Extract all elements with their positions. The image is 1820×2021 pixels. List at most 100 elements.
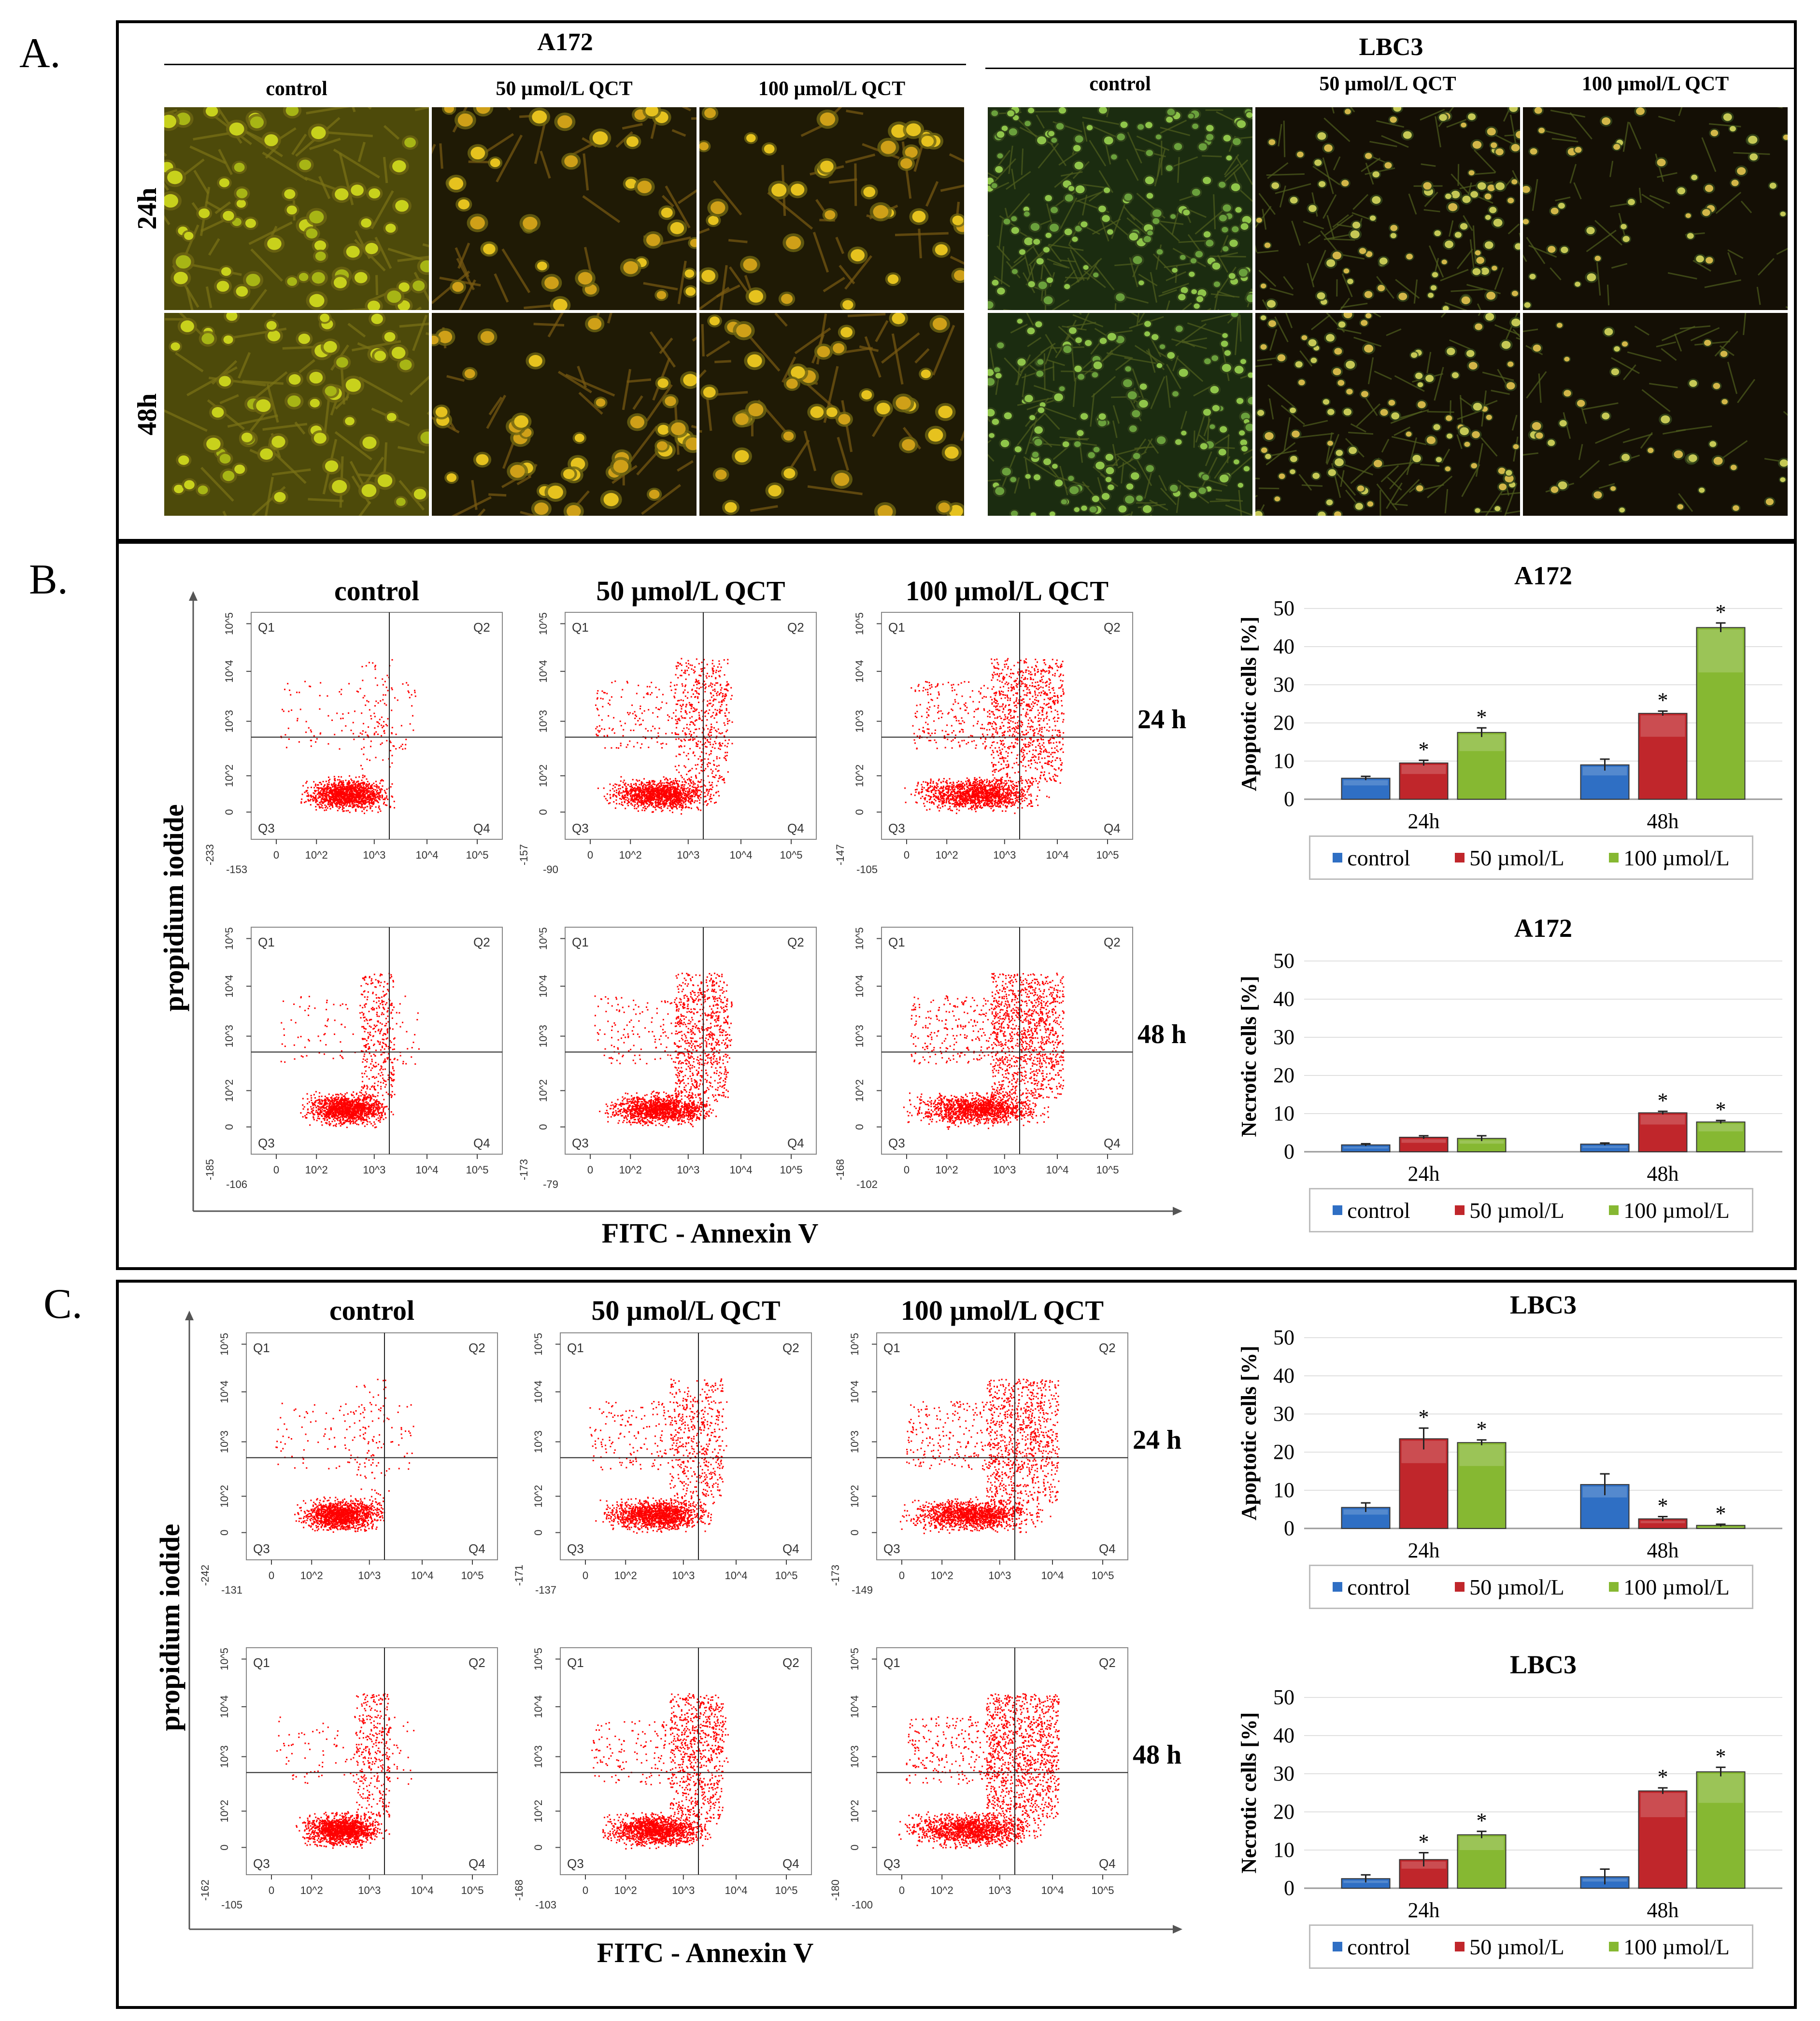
legend-item-1: 50 µmol/L [1455,1934,1564,1960]
facs-x-tick-label: 10^2 [614,1884,637,1896]
facs-x-min-label: -153 [226,863,247,876]
facs-y-tick-label: 10^2 [532,1485,544,1508]
facs-y-min-label: -168 [834,1159,846,1180]
panel-a-lbc3-micrograph-0-1 [1255,107,1520,310]
panel-a-row-label-0: 24h [130,180,164,238]
facs-x-tick-label: 10^4 [725,1884,747,1896]
bar-2-1 [1696,1121,1746,1153]
bar-chart-b-apoptotic: A172 Apoptotic cells [%] 0 10 20 30 40 50 24h * * 4… [1227,555,1797,903]
legend-item-2: 100 µmol/L [1609,1574,1730,1600]
panel-c-facs-col-0: control [227,1294,517,1327]
error-bar [1361,1874,1371,1883]
bar-chart-legend: control 50 µmol/L 100 µmol/L [1309,1565,1753,1609]
legend-swatch [1609,853,1619,862]
bar-highlight [1401,1139,1446,1143]
facs-y-tick-label: 10^5 [218,1333,230,1356]
facs-y-tick-label: 10^3 [537,1025,549,1047]
facs-quadrant-label: Q3 [883,1541,900,1556]
bar-chart-y-tick: 30 [1273,1762,1294,1785]
facs-x-tick-label: 10^3 [672,1569,695,1582]
bar-chart-x-tick: 48h [1647,809,1679,833]
bar-chart-ylabel: Necrotic cells [%] [1237,976,1261,1137]
facs-x-tick-label: 10^3 [993,1164,1016,1176]
significance-star: * [1419,737,1429,761]
facs-quadrant-label: Q4 [782,1856,799,1871]
facs-y-tick-label: 10^4 [853,975,866,998]
facs-quadrant-label: Q1 [883,1341,900,1355]
facs-y-min-label: -233 [204,844,216,865]
panel-a-title-lbc3: LBC3 [985,33,1797,61]
bar-highlight [1459,1140,1504,1144]
bar-1-0 [1399,1438,1449,1529]
facs-y-tick-label: 10^2 [853,1079,866,1102]
panel-c-facs-col-2: 100 µmol/L QCT [857,1294,1147,1327]
bar-chart-title: LBC3 [1510,1650,1577,1679]
legend-swatch [1455,853,1465,862]
error-bar [1600,1142,1610,1145]
facs-y-tick-label: 10^3 [849,1745,861,1768]
error-bar [1361,1502,1371,1512]
facs-x-tick-label: 10^5 [461,1884,483,1896]
facs-x-tick-label: 10^4 [415,1164,438,1176]
facs-x-tick-label: 10^5 [1091,1569,1114,1582]
facs-x-tick-label: 10^5 [1096,849,1119,861]
panel-a-a172-micrograph-0-1 [432,107,697,310]
panel-a-lbc3-micrograph-1-2 [1523,313,1788,516]
facs-y-tick-label: 10^2 [849,1800,861,1823]
panel-a-lbc3-micrograph-1-1 [1255,313,1520,516]
facs-x-tick-label: 10^4 [729,849,752,861]
bar-chart-c-necrotic: LBC3 Necrotic cells [%] 0 10 20 30 40 50 24h * * 48… [1227,1644,1797,1992]
facs-x-min-label: -105 [856,863,878,876]
facs-quadrant-label: Q4 [473,821,490,835]
facs-quadrant-label: Q3 [567,1541,584,1556]
bar-chart-x-tick: 24h [1408,809,1440,833]
facs-y-tick-label: 10^3 [849,1430,861,1453]
bar-chart-y-tick: 40 [1273,635,1294,658]
facs-y-min-label: -168 [513,1880,525,1901]
facs-y-tick-label: 0 [532,1529,544,1535]
error-bar [1361,1143,1371,1146]
facs-quadrant-label: Q2 [469,1655,485,1670]
bar-chart-x-tick: 48h [1647,1162,1679,1186]
bar-chart-y-tick: 40 [1273,1724,1294,1747]
panel-a-lbc3-micrograph-1-0 [988,313,1252,516]
bar-chart-y-tick: 30 [1273,673,1294,696]
facs-y-min-label: -173 [518,1159,530,1180]
bar-chart-y-tick: 10 [1273,1478,1294,1502]
bar-chart-y-tick: 40 [1273,1364,1294,1387]
facs-quadrant-label: Q2 [473,935,490,949]
facs-quadrant-label: Q2 [469,1341,485,1355]
bar-chart-y-tick: 0 [1284,787,1294,811]
panel-a-lbc3-micrograph-0-0 [988,107,1252,310]
legend-swatch [1609,1205,1619,1215]
bar-chart-y-tick: 20 [1273,1800,1294,1823]
facs-quadrant-label: Q1 [253,1341,270,1355]
panel-c-facs-col-1: 50 µmol/L QCT [541,1294,831,1327]
facs-x-tick-label: 10^2 [931,1884,953,1896]
panel-a-a172-col-0: control [164,77,429,100]
facs-x-tick-label: 10^5 [775,1569,797,1582]
facs-y-tick-label: 10^3 [532,1430,544,1453]
facs-quadrant-label: Q3 [253,1541,270,1556]
bar-chart-c-apoptotic: LBC3 Apoptotic cells [%] 0 10 20 30 40 50 24h * * 4… [1227,1285,1797,1632]
facs-quadrant-label: Q3 [258,1136,275,1150]
facs-y-tick-label: 10^5 [218,1648,230,1670]
facs-quadrant-label: Q1 [883,1655,900,1670]
panel-a-a172-micrograph-1-2 [699,313,964,516]
facs-y-tick-label: 10^5 [849,1333,861,1356]
facs-quadrant-label: Q4 [1104,821,1121,835]
facs-y-tick-label: 10^4 [218,1696,230,1718]
bar-chart-y-tick: 50 [1273,1685,1294,1709]
facs-x-min-label: -79 [543,1178,558,1190]
facs-x-tick-label: 10^4 [411,1884,433,1896]
error-bar [1419,1135,1429,1139]
bar-chart-y-tick: 50 [1273,596,1294,620]
facs-y-tick-label: 0 [853,1124,866,1130]
facs-quadrant-label: Q3 [572,1136,589,1150]
legend-item-0: control [1333,1574,1410,1600]
bar-chart-x-tick: 24h [1408,1898,1440,1922]
facs-x-tick-label: 10^4 [1046,849,1068,861]
legend-item-1: 50 µmol/L [1455,845,1564,871]
bar-highlight [1640,715,1685,737]
facs-quadrant-label: Q3 [572,821,589,835]
